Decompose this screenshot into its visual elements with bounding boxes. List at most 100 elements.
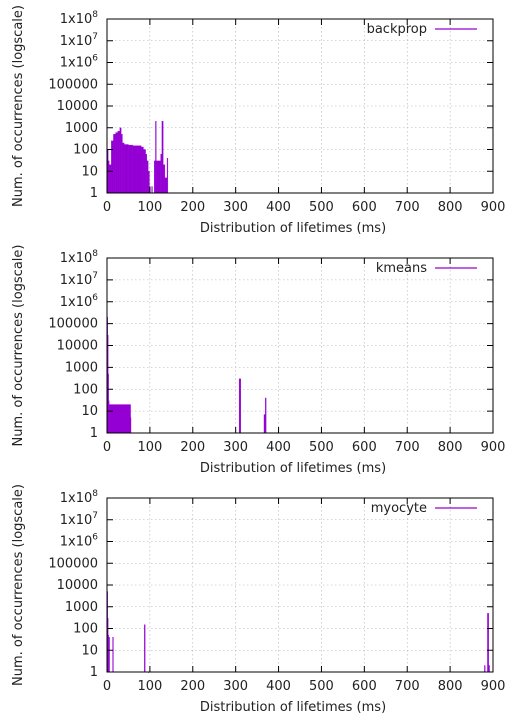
y-tick-label: 10 [81,404,98,419]
bar-1-6 [115,132,118,194]
y-tick-label-base: 1x10 [60,251,93,266]
y-tick-label: 1x108 [60,489,99,506]
y-tick-label: 1 [90,665,98,680]
y-tick-label-exponent: 6 [92,54,98,64]
bar-1-27 [163,164,166,194]
y-tick-label: 1000 [65,121,98,136]
y-tick-label-base: 10 [81,643,98,658]
x-tick-label: 900 [481,440,506,455]
bar-1-2 [107,160,110,194]
y-tick-label-base: 10000 [57,578,98,593]
y-axis-title: Num. of occurrences (logscale) [11,484,26,686]
y-tick-label: 100 [73,622,98,637]
y-tick-label: 100000 [48,556,98,571]
x-tick-label: 0 [103,440,111,455]
y-tick-label: 1x108 [60,10,99,27]
x-tick-label: 200 [180,679,205,694]
x-tick-label: 700 [395,679,420,694]
y-tick-label-exponent: 7 [92,271,98,281]
y-tick-label: 1x107 [60,271,98,288]
y-tick-label: 10000 [57,99,98,114]
bar-3-10 [488,665,490,673]
y-tick-label-base: 1x10 [60,513,93,528]
bar-1-17 [145,154,148,194]
x-axis-title: Distribution of lifetimes (ms) [200,700,386,715]
x-tick-label: 100 [137,200,162,215]
x-tick-label: 700 [395,440,420,455]
y-tick-label-base: 1 [90,665,98,680]
bar-3-5 [112,637,114,673]
y-tick-label: 100000 [48,77,98,92]
y-tick-label: 10 [81,164,98,179]
bar-3-9 [487,613,489,673]
y-tick-label-exponent: 8 [92,489,98,499]
bar-3-4 [108,637,110,673]
bar-1-29 [166,158,169,194]
bar-1-14 [136,145,142,194]
legend-label: kmeans [376,261,427,276]
y-tick-label-base: 10000 [57,339,98,354]
legend-label: myocyte [371,501,427,516]
y-tick-label-base: 1000 [65,360,98,375]
y-tick-label-base: 1x10 [60,535,93,550]
x-tick-label: 800 [438,679,463,694]
x-tick-label: 800 [438,200,463,215]
y-tick-label-base: 1x10 [60,491,93,506]
x-tick-label: 600 [352,679,377,694]
y-tick-label: 1x106 [60,54,99,71]
y-tick-label-base: 1x10 [60,34,93,49]
y-tick-label: 10000 [57,578,98,593]
x-tick-label: 200 [180,440,205,455]
y-tick-label-base: 100000 [48,556,98,571]
x-axis-title: Distribution of lifetimes (ms) [200,461,386,476]
x-tick-label: 100 [137,440,162,455]
y-tick-label-base: 1x10 [60,295,93,310]
y-axis-title: Num. of occurrences (logscale) [11,5,26,207]
x-tick-label: 800 [438,440,463,455]
bar-1-18 [146,160,149,194]
x-tick-label: 300 [223,200,248,215]
y-tick-label-exponent: 7 [92,511,98,521]
y-tick-label: 1x107 [60,511,98,528]
x-tick-label: 300 [223,679,248,694]
bar-1-9 [121,134,123,194]
y-axis-title: Num. of occurrences (logscale) [11,245,26,447]
y-tick-label: 100 [73,143,98,158]
y-tick-label-exponent: 7 [92,32,98,42]
bar-2-5 [108,404,131,434]
bar-1-10 [122,142,125,194]
bar-1-19 [148,171,150,194]
y-tick-label-exponent: 8 [92,10,98,20]
y-tick-label-base: 1x10 [60,56,93,71]
bar-1-22 [154,160,156,194]
y-tick-label: 100000 [48,317,98,332]
x-tick-label: 600 [352,440,377,455]
x-tick-label: 500 [309,200,334,215]
y-tick-label: 10 [81,643,98,658]
bar-1-15 [141,146,144,194]
x-tick-label: 400 [266,679,291,694]
y-tick-label: 1x108 [60,249,99,266]
y-tick-label-base: 100 [73,382,98,397]
y-tick-label-exponent: 6 [92,533,98,543]
y-tick-label: 1000 [65,360,98,375]
bar-1-8 [119,127,122,194]
x-tick-label: 700 [395,200,420,215]
x-tick-label: 0 [103,200,111,215]
y-tick-label-base: 10 [81,404,98,419]
legend-label: backprop [367,22,427,37]
bar-1-16 [143,149,146,194]
bar-1-13 [132,145,138,194]
bar-1-11 [124,144,129,194]
y-tick-label-base: 1x10 [60,12,93,27]
y-tick-label-base: 10000 [57,99,98,114]
y-tick-label-base: 1000 [65,121,98,136]
bar-1-7 [117,130,121,194]
y-tick-label-base: 1000 [65,600,98,615]
x-tick-label: 300 [223,440,248,455]
y-tick-label: 1x106 [60,293,99,310]
